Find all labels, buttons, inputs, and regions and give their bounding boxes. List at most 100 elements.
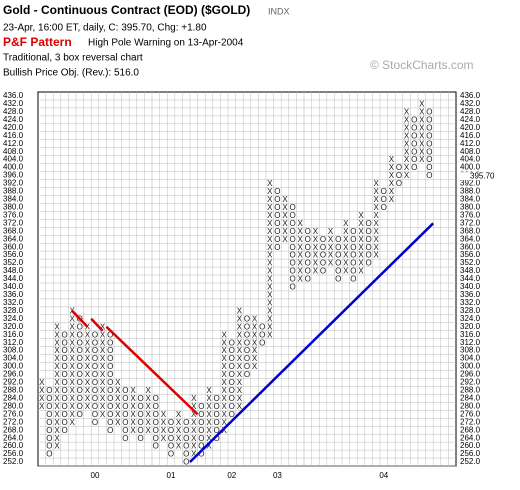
- y-tick-label: 268.0: [3, 425, 24, 434]
- y-tick-label-right: 260.0: [460, 441, 481, 450]
- x-box: X: [267, 267, 273, 276]
- o-box: O: [92, 418, 98, 427]
- x-box: X: [267, 219, 273, 228]
- x-box: X: [115, 394, 121, 403]
- o-box: O: [122, 434, 128, 443]
- o-box: O: [77, 330, 83, 339]
- x-box: X: [115, 410, 121, 419]
- o-box: O: [289, 235, 295, 244]
- x-box: X: [252, 330, 258, 339]
- o-box: O: [183, 418, 189, 427]
- y-tick-label-right: 284.0: [460, 393, 481, 402]
- o-box: O: [168, 426, 174, 435]
- o-box: O: [365, 227, 371, 236]
- o-box: O: [61, 418, 67, 427]
- exchange: INDX: [268, 6, 290, 16]
- x-box: X: [100, 346, 106, 355]
- x-box: X: [222, 338, 228, 347]
- x-box: X: [70, 322, 76, 331]
- o-box: O: [213, 418, 219, 427]
- o-box: O: [77, 322, 83, 331]
- o-box: O: [107, 394, 113, 403]
- o-box: O: [46, 402, 52, 411]
- x-box: X: [404, 123, 410, 132]
- y-tick-label-right: 280.0: [460, 401, 481, 410]
- y-tick-label: 252.0: [3, 457, 24, 466]
- x-box: X: [252, 346, 258, 355]
- x-box: X: [237, 354, 243, 363]
- o-box: O: [426, 171, 432, 180]
- x-box: X: [298, 275, 304, 284]
- y-tick-label: 408.0: [3, 147, 24, 156]
- y-tick-label-right: 428.0: [460, 107, 481, 116]
- y-tick-label: 304.0: [3, 354, 24, 363]
- o-box: O: [46, 434, 52, 443]
- x-box: X: [146, 402, 152, 411]
- y-tick-label-right: 344.0: [460, 274, 481, 283]
- x-box: X: [237, 306, 243, 315]
- x-box: X: [100, 354, 106, 363]
- y-tick-label-right: 376.0: [460, 210, 481, 219]
- x-box: X: [39, 402, 45, 411]
- o-box: O: [244, 370, 250, 379]
- y-tick-label: 276.0: [3, 409, 24, 418]
- y-tick-label-right: 408.0: [460, 147, 481, 156]
- y-tick-label-right: 436.0: [460, 91, 481, 100]
- x-box: X: [85, 378, 91, 387]
- trend-line: [189, 222, 435, 463]
- x-box: X: [115, 402, 121, 411]
- o-box: O: [92, 346, 98, 355]
- o-box: O: [107, 346, 113, 355]
- x-box: X: [130, 418, 136, 427]
- y-tick-label: 280.0: [3, 401, 24, 410]
- o-box: O: [426, 163, 432, 172]
- o-box: O: [153, 410, 159, 419]
- x-box: X: [222, 330, 228, 339]
- x-box: X: [70, 394, 76, 403]
- o-box: O: [46, 442, 52, 451]
- o-box: O: [92, 370, 98, 379]
- x-box: X: [328, 251, 334, 260]
- o-box: O: [244, 330, 250, 339]
- y-tick-label-right: 256.0: [460, 449, 481, 458]
- x-box: X: [343, 251, 349, 260]
- o-box: O: [61, 378, 67, 387]
- y-tick-label-right: 332.0: [460, 298, 481, 307]
- x-box: X: [161, 410, 167, 419]
- o-box: O: [107, 402, 113, 411]
- x-box: X: [191, 442, 197, 451]
- x-box: X: [404, 108, 410, 117]
- y-tick-label: 432.0: [3, 99, 24, 108]
- o-box: O: [274, 235, 280, 244]
- o-box: O: [198, 402, 204, 411]
- pf-column: OOO: [396, 163, 402, 188]
- x-box: X: [237, 386, 243, 395]
- o-box: O: [198, 418, 204, 427]
- y-tick-label: 264.0: [3, 433, 24, 442]
- x-box: X: [298, 235, 304, 244]
- o-box: O: [198, 426, 204, 435]
- x-box: X: [191, 402, 197, 411]
- o-box: O: [46, 410, 52, 419]
- o-box: O: [244, 354, 250, 363]
- o-box: O: [92, 362, 98, 371]
- o-box: O: [365, 235, 371, 244]
- o-box: O: [77, 402, 83, 411]
- x-box: X: [146, 426, 152, 435]
- o-box: O: [122, 426, 128, 435]
- y-tick-label-right: 336.0: [460, 290, 481, 299]
- x-tick-label: 01: [167, 471, 176, 480]
- x-box: X: [70, 330, 76, 339]
- x-box: X: [85, 386, 91, 395]
- y-tick-label: 396.0: [3, 171, 24, 180]
- x-box: X: [146, 410, 152, 419]
- y-tick-label-right: 304.0: [460, 354, 481, 363]
- y-tick-label: 292.0: [3, 378, 24, 387]
- x-box: X: [298, 251, 304, 260]
